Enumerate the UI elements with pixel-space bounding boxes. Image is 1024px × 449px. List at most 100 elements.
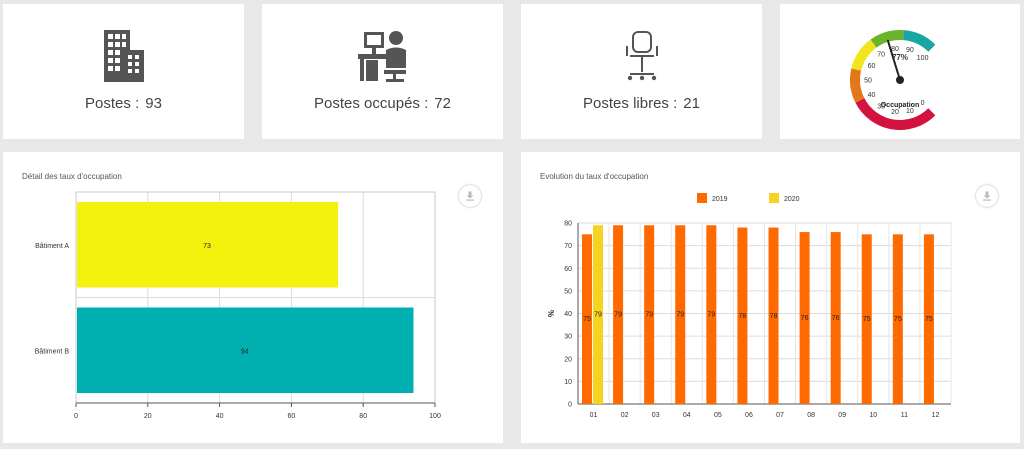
bar-value-label: 78 bbox=[739, 313, 747, 320]
gauge-tick-label: 50 bbox=[864, 78, 872, 85]
y-tick-label: 40 bbox=[564, 311, 572, 318]
legend-label-2020[interactable]: 2020 bbox=[784, 196, 800, 203]
gauge-band bbox=[903, 30, 936, 52]
kpi-postes-value: 93 bbox=[145, 95, 162, 112]
occupation-gauge-card: 0 10 20 30 40 50 60 70 80 90 100 77% Occupation bbox=[780, 4, 1020, 139]
bar-value-label: 79 bbox=[707, 312, 715, 319]
kpi-occupes-text: Postes occupés : 72 bbox=[262, 95, 503, 112]
bar-2019-08[interactable] bbox=[799, 232, 810, 404]
x-tick-label: 09 bbox=[838, 412, 846, 419]
y-tick-label: 0 bbox=[568, 402, 572, 409]
x-tick-label: 03 bbox=[652, 412, 660, 419]
y-tick-label: 30 bbox=[564, 334, 572, 341]
gauge-band bbox=[850, 68, 865, 103]
evolution-panel-title: Evolution du taux d'occupation bbox=[540, 172, 649, 181]
kpi-libres-text: Postes libres : 21 bbox=[521, 95, 762, 112]
kpi-postes-text: Postes : 93 bbox=[3, 95, 244, 112]
bar-value-label: 79 bbox=[676, 312, 684, 319]
bar-2019-07[interactable] bbox=[768, 227, 779, 404]
gauge-tick-label: 60 bbox=[868, 63, 876, 70]
y-tick-label: 60 bbox=[564, 266, 572, 273]
office-chair-icon bbox=[625, 31, 658, 81]
y-tick-label: 20 bbox=[564, 356, 572, 363]
x-tick-label: 0 bbox=[74, 413, 78, 420]
x-tick-label: 07 bbox=[776, 412, 784, 419]
y-tick-label: 50 bbox=[564, 288, 572, 295]
category-label: Bâtiment B bbox=[35, 348, 70, 355]
x-tick-label: 06 bbox=[745, 412, 753, 419]
x-tick-label: 08 bbox=[807, 412, 815, 419]
legend-label-2019[interactable]: 2019 bbox=[712, 196, 728, 203]
download-icon bbox=[983, 191, 991, 201]
kpi-libres-value: 21 bbox=[683, 95, 700, 112]
legend-swatch-2019[interactable] bbox=[697, 193, 707, 203]
legend-swatch-2020[interactable] bbox=[769, 193, 779, 203]
evolution-panel: Evolution du taux d'occupation 2019 2020 0… bbox=[521, 152, 1020, 443]
bar-2019-03[interactable] bbox=[644, 225, 655, 404]
gauge-tick-label: 40 bbox=[868, 92, 876, 99]
y-tick-label: 80 bbox=[564, 221, 572, 228]
y-tick-label: 70 bbox=[564, 243, 572, 250]
category-label: Bâtiment A bbox=[35, 243, 69, 250]
x-tick-label: 100 bbox=[429, 413, 441, 420]
x-tick-label: 20 bbox=[144, 413, 152, 420]
bar-2019-05[interactable] bbox=[706, 225, 717, 404]
x-tick-label: 02 bbox=[621, 412, 629, 419]
x-tick-label: 04 bbox=[683, 412, 691, 419]
x-tick-label: 12 bbox=[932, 412, 940, 419]
gauge-band bbox=[870, 30, 904, 48]
bar-batiment-b[interactable] bbox=[77, 307, 414, 394]
gauge-band bbox=[855, 98, 936, 130]
bar-2019-04[interactable] bbox=[675, 225, 686, 404]
x-tick-label: 11 bbox=[901, 412, 908, 419]
gauge-tick-label: 90 bbox=[906, 47, 914, 54]
bar-value-label: 94 bbox=[241, 348, 249, 355]
gauge-pivot bbox=[896, 76, 904, 84]
gauge-label: Occupation bbox=[881, 102, 920, 109]
bar-value-label: 79 bbox=[645, 312, 653, 319]
y-tick-label: 10 bbox=[564, 379, 572, 386]
x-tick-label: 10 bbox=[869, 412, 877, 419]
bar-value-label: 78 bbox=[770, 313, 778, 320]
download-button-evolution[interactable] bbox=[976, 185, 998, 207]
kpi-libres-label: Postes libres : bbox=[583, 95, 678, 112]
bar-value-label: 73 bbox=[203, 243, 211, 250]
bar-2019-06[interactable] bbox=[737, 227, 748, 404]
bar-2019-01[interactable] bbox=[582, 234, 592, 404]
bar-value-label: 76 bbox=[801, 315, 809, 322]
bar-2019-12[interactable] bbox=[923, 234, 934, 404]
bar-value-label: 75 bbox=[894, 316, 902, 323]
bar-batiment-a[interactable] bbox=[77, 202, 339, 288]
download-button-detail[interactable] bbox=[459, 185, 481, 207]
x-tick-label: 80 bbox=[359, 413, 367, 420]
bar-value-label: 75 bbox=[925, 316, 933, 323]
bar-2020-01[interactable] bbox=[593, 225, 603, 404]
bar-2019-02[interactable] bbox=[613, 225, 624, 404]
gauge-tick-label: 70 bbox=[877, 52, 885, 59]
x-tick-label: 60 bbox=[288, 413, 296, 420]
kpi-occupes-label: Postes occupés : bbox=[314, 95, 429, 112]
bar-value-label: 75 bbox=[863, 316, 871, 323]
gauge-tick-label: 80 bbox=[891, 46, 899, 53]
gauge-needle bbox=[886, 39, 901, 81]
gauge-band bbox=[851, 39, 877, 71]
bar-2019-09[interactable] bbox=[830, 232, 841, 404]
bar-value-label: 79 bbox=[614, 312, 622, 319]
workstation-icon bbox=[357, 31, 406, 82]
kpi-card-postes-occupes: Postes occupés : 72 bbox=[262, 4, 503, 139]
evolution-bar-chart: 2019 202001020304050607080%75790179027903… bbox=[547, 193, 952, 419]
detail-panel: Détail des taux d'occupation 0 20 40 60 80 10… bbox=[3, 152, 503, 443]
kpi-postes-label: Postes : bbox=[85, 95, 140, 112]
building-icon bbox=[103, 30, 144, 82]
kpi-occupes-value: 72 bbox=[434, 95, 451, 112]
bar-2019-10[interactable] bbox=[861, 234, 872, 404]
bar-2019-11[interactable] bbox=[892, 234, 903, 404]
gauge-tick-label: 30 bbox=[877, 103, 885, 110]
y-axis-label: % bbox=[547, 310, 556, 317]
bar-value-label: 75 bbox=[583, 316, 591, 323]
gauge-tick-label: 20 bbox=[891, 109, 899, 116]
kpi-card-postes-libres: Postes libres : 21 bbox=[521, 4, 762, 139]
gauge-tick-label: 0 bbox=[921, 100, 925, 107]
bar-value-label: 79 bbox=[594, 312, 602, 319]
